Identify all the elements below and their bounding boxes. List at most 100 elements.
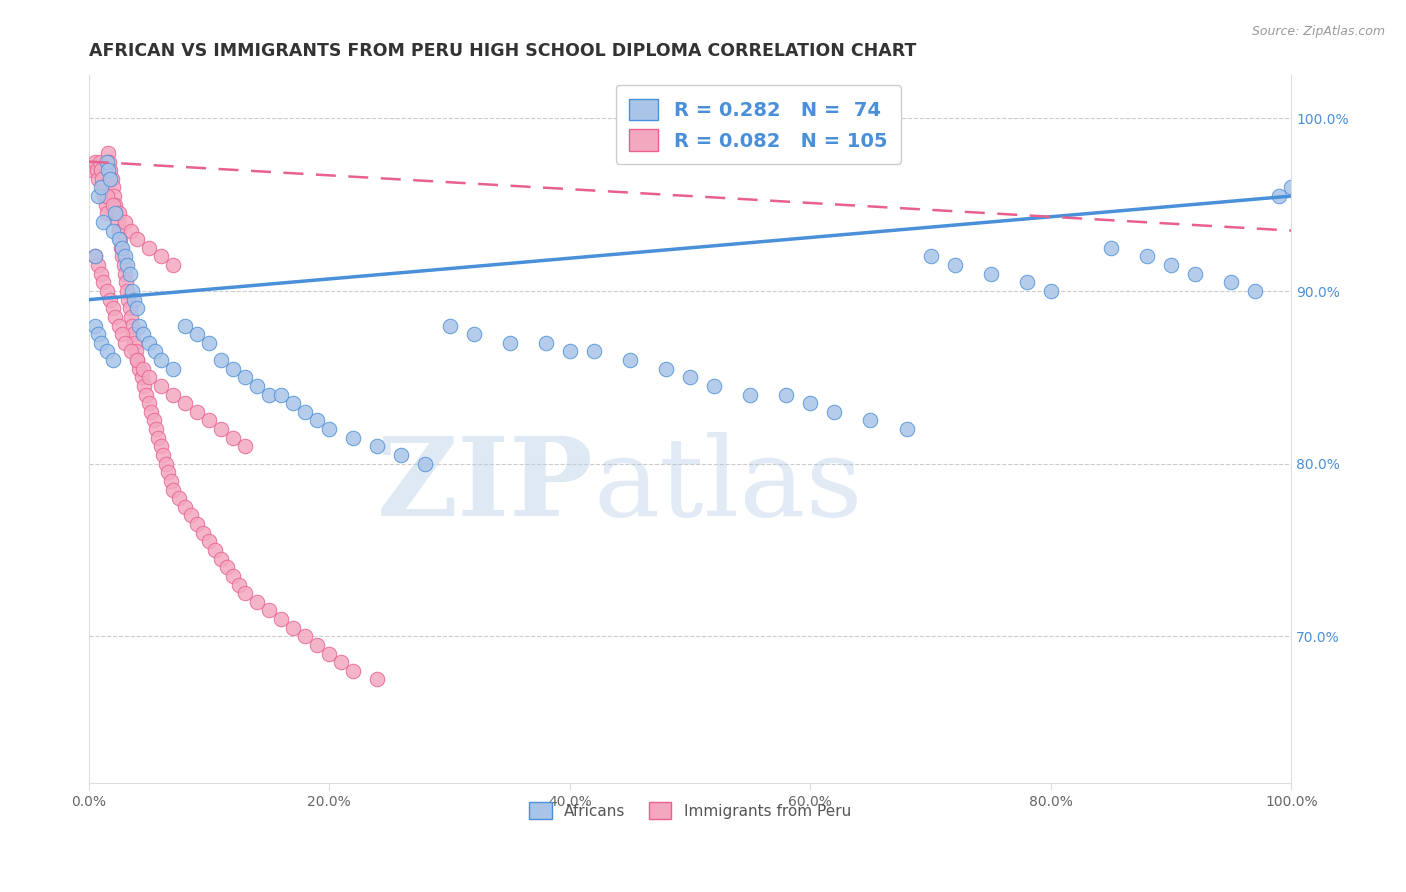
Point: [152, 448, 174, 462]
Point: [257, 603, 280, 617]
Point: [90, 335, 112, 350]
Point: [101, 180, 124, 194]
Point: [132, 379, 155, 393]
Point: [100, 171, 122, 186]
Point: [145, 422, 167, 436]
Point: [103, 189, 125, 203]
Point: [307, 413, 329, 427]
Point: [94, 197, 117, 211]
Point: [118, 267, 141, 281]
Point: [318, 647, 340, 661]
Point: [125, 301, 148, 316]
Legend: Africans, Immigrants from Peru: Africans, Immigrants from Peru: [523, 796, 858, 825]
Point: [91, 171, 114, 186]
Point: [101, 353, 124, 368]
Point: [115, 276, 138, 290]
Point: [1099, 241, 1122, 255]
Text: AFRICAN VS IMMIGRANTS FROM PERU HIGH SCHOOL DIPLOMA CORRELATION CHART: AFRICAN VS IMMIGRANTS FROM PERU HIGH SCH…: [89, 42, 917, 60]
Point: [1160, 258, 1182, 272]
Point: [90, 163, 112, 178]
Point: [114, 250, 136, 264]
Point: [91, 180, 114, 194]
Point: [167, 491, 190, 505]
Point: [110, 241, 132, 255]
Point: [83, 318, 105, 333]
Point: [204, 543, 226, 558]
Point: [174, 318, 197, 333]
Point: [141, 405, 163, 419]
Point: [186, 405, 208, 419]
Point: [149, 250, 172, 264]
Point: [108, 232, 131, 246]
Point: [87, 189, 110, 203]
Point: [209, 422, 232, 436]
Point: [246, 595, 269, 609]
Point: [703, 379, 725, 393]
Point: [97, 145, 120, 160]
Point: [233, 370, 256, 384]
Point: [87, 327, 110, 342]
Point: [107, 318, 129, 333]
Point: [107, 206, 129, 220]
Point: [100, 171, 122, 186]
Point: [498, 335, 520, 350]
Point: [162, 483, 184, 497]
Point: [135, 387, 157, 401]
Point: [124, 344, 146, 359]
Point: [82, 163, 104, 178]
Point: [132, 361, 155, 376]
Point: [97, 163, 120, 178]
Point: [149, 379, 172, 393]
Point: [107, 215, 129, 229]
Point: [342, 664, 364, 678]
Point: [799, 396, 821, 410]
Point: [96, 206, 118, 220]
Point: [294, 405, 316, 419]
Point: [1268, 189, 1291, 203]
Point: [98, 154, 121, 169]
Point: [222, 361, 245, 376]
Point: [138, 241, 160, 255]
Point: [582, 344, 605, 359]
Point: [775, 387, 797, 401]
Point: [463, 327, 485, 342]
Point: [198, 335, 221, 350]
Point: [307, 638, 329, 652]
Point: [143, 344, 166, 359]
Point: [121, 318, 143, 333]
Point: [138, 335, 160, 350]
Point: [896, 422, 918, 436]
Point: [246, 379, 269, 393]
Point: [115, 258, 138, 272]
Point: [138, 396, 160, 410]
Point: [111, 250, 134, 264]
Point: [93, 189, 115, 203]
Point: [112, 258, 135, 272]
Point: [96, 344, 118, 359]
Point: [87, 171, 110, 186]
Point: [83, 154, 105, 169]
Point: [342, 431, 364, 445]
Point: [1279, 180, 1302, 194]
Point: [1244, 284, 1267, 298]
Point: [114, 267, 136, 281]
Point: [96, 154, 118, 169]
Point: [107, 224, 129, 238]
Point: [740, 387, 762, 401]
Point: [366, 439, 388, 453]
Point: [257, 387, 280, 401]
Point: [86, 163, 108, 178]
Point: [174, 500, 197, 514]
Point: [1184, 267, 1206, 281]
Point: [91, 215, 114, 229]
Point: [415, 457, 437, 471]
Point: [89, 154, 111, 169]
Point: [104, 206, 127, 220]
Point: [83, 250, 105, 264]
Point: [679, 370, 702, 384]
Point: [101, 301, 124, 316]
Point: [209, 551, 232, 566]
Point: [87, 258, 110, 272]
Point: [270, 387, 292, 401]
Point: [283, 396, 305, 410]
